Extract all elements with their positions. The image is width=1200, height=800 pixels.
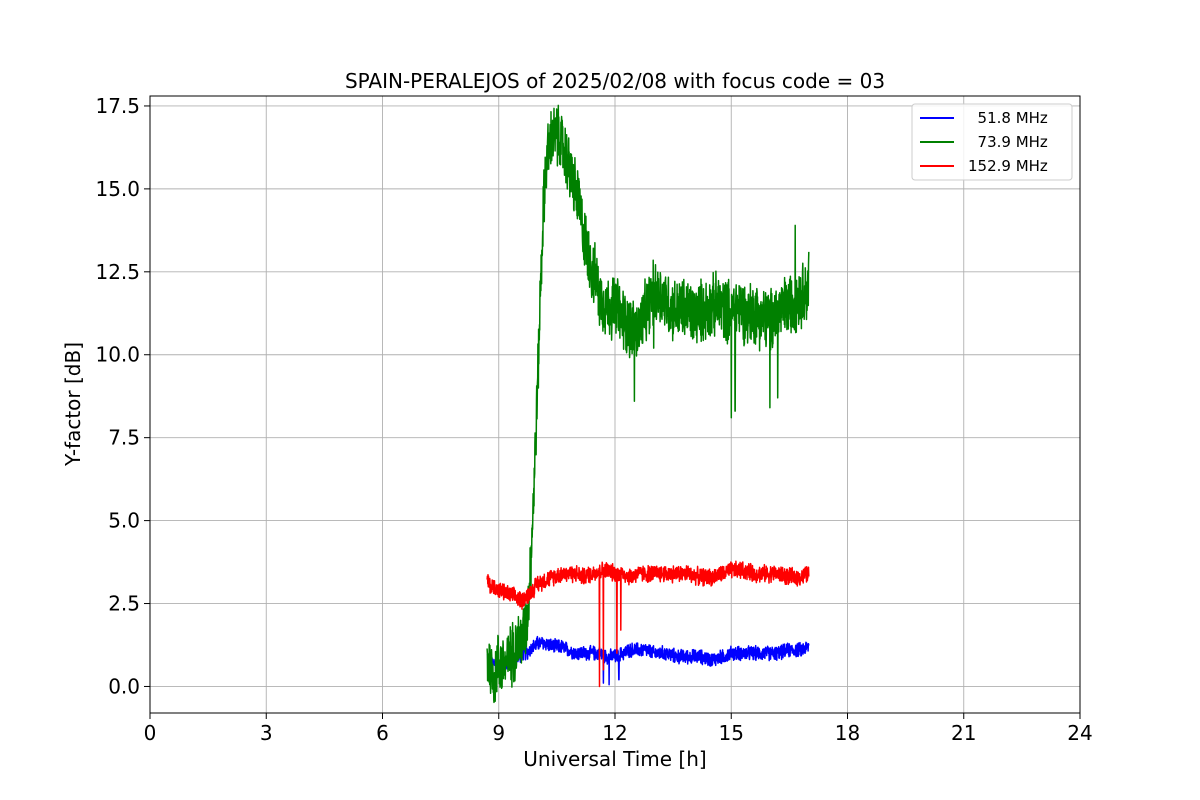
series-layer — [486, 104, 810, 704]
x-axis-ticks: 0 3 6 9 12 15 18 21 24 — [144, 713, 1093, 745]
x-tick-label: 3 — [260, 721, 273, 745]
series-line — [486, 635, 810, 686]
y-tick-label: 12.5 — [95, 260, 140, 284]
series-line — [486, 560, 810, 688]
y-tick-label: 0.0 — [108, 674, 140, 698]
x-tick-label: 18 — [835, 721, 860, 745]
y-tick-label: 7.5 — [108, 426, 140, 450]
legend-label: 73.9 MHz — [968, 133, 1048, 151]
y-tick-label: 5.0 — [108, 509, 140, 533]
x-tick-label: 15 — [719, 721, 744, 745]
series-line — [486, 104, 810, 704]
x-tick-label: 12 — [602, 721, 627, 745]
x-tick-label: 6 — [376, 721, 389, 745]
chart-title: SPAIN-PERALEJOS of 2025/02/08 with focus… — [345, 69, 885, 93]
legend-label: 51.8 MHz — [968, 109, 1048, 127]
x-tick-label: 21 — [951, 721, 976, 745]
legend-label: 152.9 MHz — [968, 157, 1048, 175]
y-tick-label: 2.5 — [108, 592, 140, 616]
y-tick-label: 17.5 — [95, 94, 140, 118]
y-axis-label: Y-factor [dB] — [61, 342, 85, 467]
x-tick-label: 9 — [492, 721, 505, 745]
legend-box — [911, 103, 1073, 181]
legend: 51.8 MHz 73.9 MHz 152.9 MHz — [911, 103, 1073, 181]
x-tick-label: 0 — [144, 721, 157, 745]
y-tick-label: 15.0 — [95, 177, 140, 201]
x-tick-label: 24 — [1067, 721, 1092, 745]
y-axis-ticks: 0.0 2.5 5.0 7.5 10.0 12.5 15.0 17.5 — [95, 94, 150, 698]
x-axis-label: Universal Time [h] — [523, 747, 706, 771]
y-tick-label: 10.0 — [95, 343, 140, 367]
